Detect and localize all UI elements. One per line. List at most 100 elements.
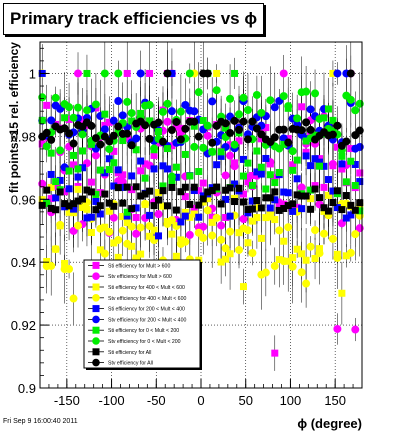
data-point-circle bbox=[248, 117, 257, 126]
data-point-square bbox=[347, 211, 355, 219]
legend-marker bbox=[92, 283, 100, 291]
data-point-circle bbox=[47, 135, 56, 144]
data-point-square bbox=[70, 200, 78, 208]
legend-marker bbox=[92, 315, 100, 324]
data-point-square bbox=[181, 183, 189, 191]
data-point-circle bbox=[96, 224, 105, 233]
data-point-circle bbox=[190, 142, 199, 151]
data-point-square bbox=[302, 192, 310, 200]
data-point-circle bbox=[181, 100, 190, 109]
data-point-square bbox=[231, 180, 239, 188]
data-point-square bbox=[159, 202, 167, 210]
data-point-square bbox=[324, 191, 332, 199]
data-point-circle bbox=[270, 103, 279, 112]
x-axis-label: ϕ (degree) bbox=[297, 416, 362, 431]
data-point-circle bbox=[65, 129, 74, 138]
data-point-square bbox=[155, 128, 163, 136]
data-point-square bbox=[298, 205, 306, 213]
data-point-square bbox=[110, 202, 118, 210]
data-point-circle bbox=[226, 128, 235, 137]
data-point-circle bbox=[199, 222, 208, 231]
legend-label: Sti efficiency for 200 < Mult < 400 bbox=[108, 307, 185, 313]
data-point-square bbox=[181, 150, 189, 158]
data-point-circle bbox=[342, 137, 351, 146]
data-point-circle bbox=[91, 134, 100, 143]
data-point-square bbox=[302, 152, 310, 160]
data-point-square bbox=[289, 161, 297, 169]
timestamp: Fri Sep 9 16:00:40 2011 bbox=[3, 418, 78, 425]
data-point-circle bbox=[235, 110, 244, 119]
data-point-square bbox=[119, 137, 127, 145]
data-point-square bbox=[208, 213, 216, 221]
data-point-circle bbox=[127, 141, 136, 150]
data-point-circle bbox=[69, 139, 78, 148]
data-point-square bbox=[316, 194, 324, 202]
data-point-square bbox=[114, 129, 122, 137]
data-point-square bbox=[123, 219, 131, 227]
data-point-square bbox=[195, 213, 203, 221]
data-point-square bbox=[324, 176, 332, 184]
data-point-square bbox=[226, 141, 234, 149]
data-point-square bbox=[52, 194, 60, 202]
data-point-square bbox=[181, 212, 189, 220]
y-tick-label: 0.98 bbox=[11, 129, 36, 144]
data-point-circle bbox=[199, 233, 208, 242]
legend-label: Sti efficiency for Mult > 600 bbox=[108, 263, 170, 269]
data-point-circle bbox=[69, 113, 78, 122]
data-point-square bbox=[338, 289, 346, 297]
data-point-circle bbox=[328, 159, 337, 168]
data-point-square bbox=[307, 195, 315, 203]
data-point-circle bbox=[239, 215, 248, 224]
data-point-square bbox=[248, 205, 256, 213]
data-point-square bbox=[190, 210, 198, 218]
data-point-square bbox=[239, 155, 247, 163]
data-point-square bbox=[78, 203, 86, 211]
data-point-square bbox=[262, 154, 270, 162]
data-point-circle bbox=[230, 162, 239, 171]
data-point-square bbox=[226, 184, 234, 192]
data-point-circle bbox=[127, 222, 136, 231]
data-point-circle bbox=[275, 144, 284, 153]
data-point-circle bbox=[172, 117, 181, 126]
data-point-square bbox=[253, 197, 261, 205]
data-point-square bbox=[47, 149, 55, 157]
y-axis-label: fit points>15 rel. efficiency bbox=[7, 42, 21, 193]
data-point-square bbox=[168, 142, 176, 150]
data-point-circle bbox=[163, 99, 172, 108]
data-point-square bbox=[168, 177, 176, 185]
data-point-square bbox=[141, 160, 149, 168]
data-point-square bbox=[52, 206, 60, 214]
data-point-square bbox=[78, 195, 86, 203]
data-point-square bbox=[226, 212, 234, 220]
data-point-square bbox=[38, 201, 46, 209]
data-point-circle bbox=[226, 94, 235, 103]
data-point-square bbox=[78, 164, 86, 172]
data-point-square bbox=[244, 159, 252, 167]
data-point-square bbox=[271, 188, 279, 196]
data-point-square bbox=[302, 256, 310, 264]
data-point-square bbox=[186, 200, 194, 208]
data-point-square bbox=[289, 254, 297, 262]
data-point-circle bbox=[65, 103, 74, 112]
data-point-square bbox=[253, 147, 261, 155]
legend-label: Sti efficiency for All bbox=[108, 350, 151, 356]
data-point-circle bbox=[167, 126, 176, 135]
data-point-circle bbox=[351, 325, 360, 334]
data-point-circle bbox=[252, 124, 261, 133]
data-point-square bbox=[155, 196, 163, 204]
data-point-square bbox=[199, 116, 207, 124]
data-point-circle bbox=[346, 69, 355, 78]
data-point-circle bbox=[208, 97, 217, 106]
data-point-square bbox=[351, 160, 359, 168]
data-point-square bbox=[172, 173, 180, 181]
x-tick-label: -50 bbox=[147, 393, 166, 408]
data-point-square bbox=[356, 199, 364, 207]
data-point-square bbox=[307, 186, 315, 194]
data-point-square bbox=[324, 207, 332, 215]
y-tick-label: 0.92 bbox=[11, 318, 36, 333]
data-point-circle bbox=[167, 107, 176, 116]
data-point-square bbox=[356, 203, 364, 211]
data-point-circle bbox=[69, 294, 78, 303]
data-point-square bbox=[316, 245, 324, 253]
data-point-square bbox=[338, 206, 346, 214]
